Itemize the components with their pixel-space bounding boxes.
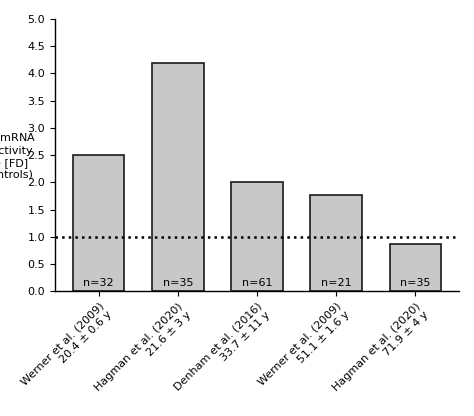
- Text: n=21: n=21: [321, 277, 352, 287]
- Text: n=35: n=35: [400, 277, 431, 287]
- Text: n=61: n=61: [242, 277, 272, 287]
- Bar: [390, 244, 441, 292]
- Bar: [231, 183, 283, 292]
- Text: n=35: n=35: [163, 277, 193, 287]
- Text: n=32: n=32: [83, 277, 114, 287]
- Bar: [73, 155, 124, 292]
- Bar: [310, 195, 362, 292]
- Text: Leukocyte $\it{TERT}$ mRNA
or telomerase activity
(fold-difference [FD]
compared: Leukocyte $\it{TERT}$ mRNA or telomerase…: [0, 131, 36, 180]
- Bar: [152, 62, 203, 292]
